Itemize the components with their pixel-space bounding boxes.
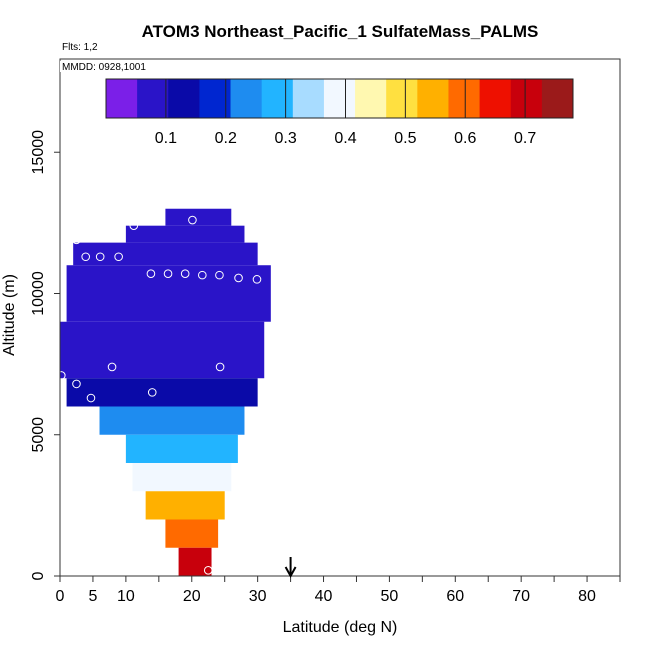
- field-cell: [145, 491, 225, 520]
- field-cell: [165, 519, 219, 548]
- observation-point: [146, 269, 156, 279]
- observation-point: [72, 379, 81, 389]
- observation-point: [180, 269, 190, 279]
- x-tick-label: 50: [381, 588, 399, 605]
- x-tick-label: 5: [88, 588, 97, 605]
- observation-point: [86, 393, 96, 403]
- observation-point: [163, 269, 173, 279]
- observation-points: [57, 210, 262, 575]
- observation-point: [95, 252, 105, 262]
- x-axis-label: Latitude (deg N): [283, 619, 398, 636]
- observation-point: [95, 566, 105, 575]
- field-cell: [60, 321, 265, 379]
- colorbar-tick-label: 0.5: [394, 130, 416, 147]
- latitude-arrow: [284, 557, 297, 579]
- observation-point: [249, 221, 258, 230]
- observation-point: [215, 362, 225, 372]
- observation-point: [114, 252, 123, 262]
- colorbar-segment: [168, 79, 200, 118]
- field-cell: [165, 208, 232, 226]
- observation-point: [232, 210, 241, 219]
- colorbar-segment: [292, 79, 325, 118]
- colorbar-segment: [261, 79, 294, 118]
- x-tick-label: 20: [183, 588, 201, 605]
- colorbar-segment: [230, 79, 263, 118]
- field-cell: [125, 225, 245, 243]
- date-label: MMDD: 0928,1001: [62, 62, 146, 73]
- chart-title: ATOM3 Northeast_Pacific_1 SulfateMass_PA…: [142, 22, 539, 41]
- observation-point: [252, 275, 262, 284]
- field-cell: [125, 434, 238, 463]
- colorbar-segment: [106, 79, 138, 118]
- field-cell: [73, 242, 258, 266]
- observation-point: [203, 566, 213, 575]
- colorbar-tick-label: 0.6: [454, 130, 476, 147]
- colorbar-tick-label: 0.2: [215, 130, 237, 147]
- observation-point: [57, 371, 66, 380]
- axes: 0 5 10 20 30 40 50 60 70 80 0 5000 10000 15000: [30, 130, 621, 605]
- observation-point: [81, 252, 90, 262]
- colorbar-segment: [323, 79, 356, 118]
- y-axis-label: Altitude (m): [1, 274, 18, 356]
- colorbar-tick-label: 0.7: [514, 130, 536, 147]
- y-tick-label: 15000: [30, 130, 47, 175]
- observation-point: [107, 362, 117, 372]
- observation-point: [129, 221, 139, 230]
- observation-point: [215, 270, 224, 280]
- colorbar-segment: [448, 79, 481, 118]
- y-tick-label: 5000: [30, 417, 47, 453]
- y-tick-label: 0: [30, 571, 47, 580]
- colorbar-segment: [417, 79, 449, 118]
- colorbar-segment: [510, 79, 543, 118]
- x-tick-label: 0: [56, 588, 65, 605]
- x-tick-label: 10: [117, 588, 135, 605]
- field-cell: [178, 547, 212, 576]
- observation-point: [188, 215, 197, 225]
- arrow-head: [284, 566, 297, 579]
- colorbar-frame: [105, 78, 574, 119]
- plot-area: [60, 208, 271, 576]
- observation-point: [158, 566, 168, 575]
- observation-point: [72, 235, 81, 245]
- colorbar: 0.1 0.2 0.3 0.4 0.5 0.6 0.7: [105, 78, 574, 147]
- colorbar-tick-label: 0.3: [274, 130, 296, 147]
- colorbar-segment: [199, 79, 232, 118]
- x-tick-label: 70: [512, 588, 530, 605]
- colorbar-segment: [137, 79, 169, 118]
- flights-label: Flts: 1,2: [62, 42, 98, 53]
- field-cell: [66, 378, 258, 407]
- field-cell: [66, 265, 271, 322]
- colorbar-tick-label: 0.1: [155, 130, 177, 147]
- y-tick-label: 10000: [30, 271, 47, 316]
- date-label-bg: [60, 61, 130, 72]
- colorbar-tick-label: 0.4: [334, 130, 356, 147]
- observation-point: [147, 388, 157, 397]
- field-cell: [132, 462, 232, 492]
- plot-frame: [59, 58, 621, 577]
- x-tick-label: 30: [249, 588, 267, 605]
- observation-point: [198, 270, 207, 280]
- colorbar-segment: [541, 79, 574, 118]
- colorbar-segment: [386, 79, 418, 118]
- field-cell: [99, 406, 245, 435]
- observation-point: [234, 273, 243, 283]
- x-tick-label: 40: [315, 588, 333, 605]
- x-tick-label: 80: [578, 588, 596, 605]
- x-tick-label: 60: [446, 588, 464, 605]
- observation-point: [62, 563, 71, 572]
- colorbar-segment: [355, 79, 387, 118]
- colorbar-segment: [479, 79, 512, 118]
